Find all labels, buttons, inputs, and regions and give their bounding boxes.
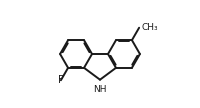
Text: CH₃: CH₃ bbox=[141, 23, 158, 32]
Text: NH: NH bbox=[93, 85, 107, 94]
Text: F: F bbox=[58, 75, 64, 85]
